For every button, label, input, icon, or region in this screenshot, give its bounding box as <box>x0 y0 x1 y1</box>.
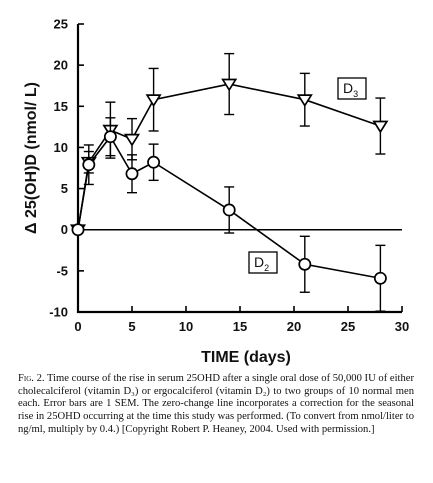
series-label-text: D2 <box>254 254 269 273</box>
x-tick-label: 30 <box>395 319 409 334</box>
data-point <box>221 78 238 92</box>
series-d2 <box>71 117 387 312</box>
y-axis-title: Δ 25(OH)D (nmol/ L) <box>23 82 40 234</box>
data-point <box>103 130 117 144</box>
y-tick-label: 5 <box>61 181 68 196</box>
data-point <box>125 167 139 181</box>
data-point <box>222 203 236 217</box>
caption-text: Time course of the rise in serum 25OHD a… <box>18 373 414 435</box>
y-tick-label: 15 <box>54 99 68 114</box>
data-point <box>296 94 313 108</box>
y-tick-label: 20 <box>54 58 68 73</box>
series-label-box <box>337 77 367 100</box>
data-point <box>145 94 162 108</box>
x-tick-label: 5 <box>128 319 135 334</box>
x-axis-title: TIME (days) <box>201 349 291 366</box>
series-label-box <box>248 251 278 274</box>
y-tick-label: 0 <box>61 222 68 237</box>
figure-caption: Fig. 2. Time course of the rise in serum… <box>18 373 414 437</box>
caption-label: Fig. 2. <box>18 373 45 384</box>
data-point <box>298 257 312 271</box>
series-label-d3: D3 <box>337 77 367 100</box>
x-tick-label: 15 <box>233 319 247 334</box>
x-tick-label: 0 <box>74 319 81 334</box>
series-label-text: D3 <box>343 80 358 99</box>
line-chart: -10 -5 0 5 10 15 20 25 0 5 10 15 20 25 30 TIME (days) Δ … <box>23 17 409 367</box>
data-point <box>147 155 161 169</box>
data-point <box>71 223 85 237</box>
data-point <box>82 158 96 172</box>
data-point <box>372 120 389 134</box>
x-tick-label: 25 <box>341 319 355 334</box>
y-tick-label: -10 <box>49 305 68 320</box>
series-label-d2: D2 <box>248 251 278 274</box>
y-tick-label: 25 <box>54 17 68 32</box>
x-tick-label: 10 <box>179 319 193 334</box>
y-tick-label: -5 <box>56 263 68 278</box>
data-point <box>123 133 141 147</box>
data-point <box>373 271 387 285</box>
x-tick-label: 20 <box>287 319 301 334</box>
y-tick-label: 10 <box>54 140 68 155</box>
